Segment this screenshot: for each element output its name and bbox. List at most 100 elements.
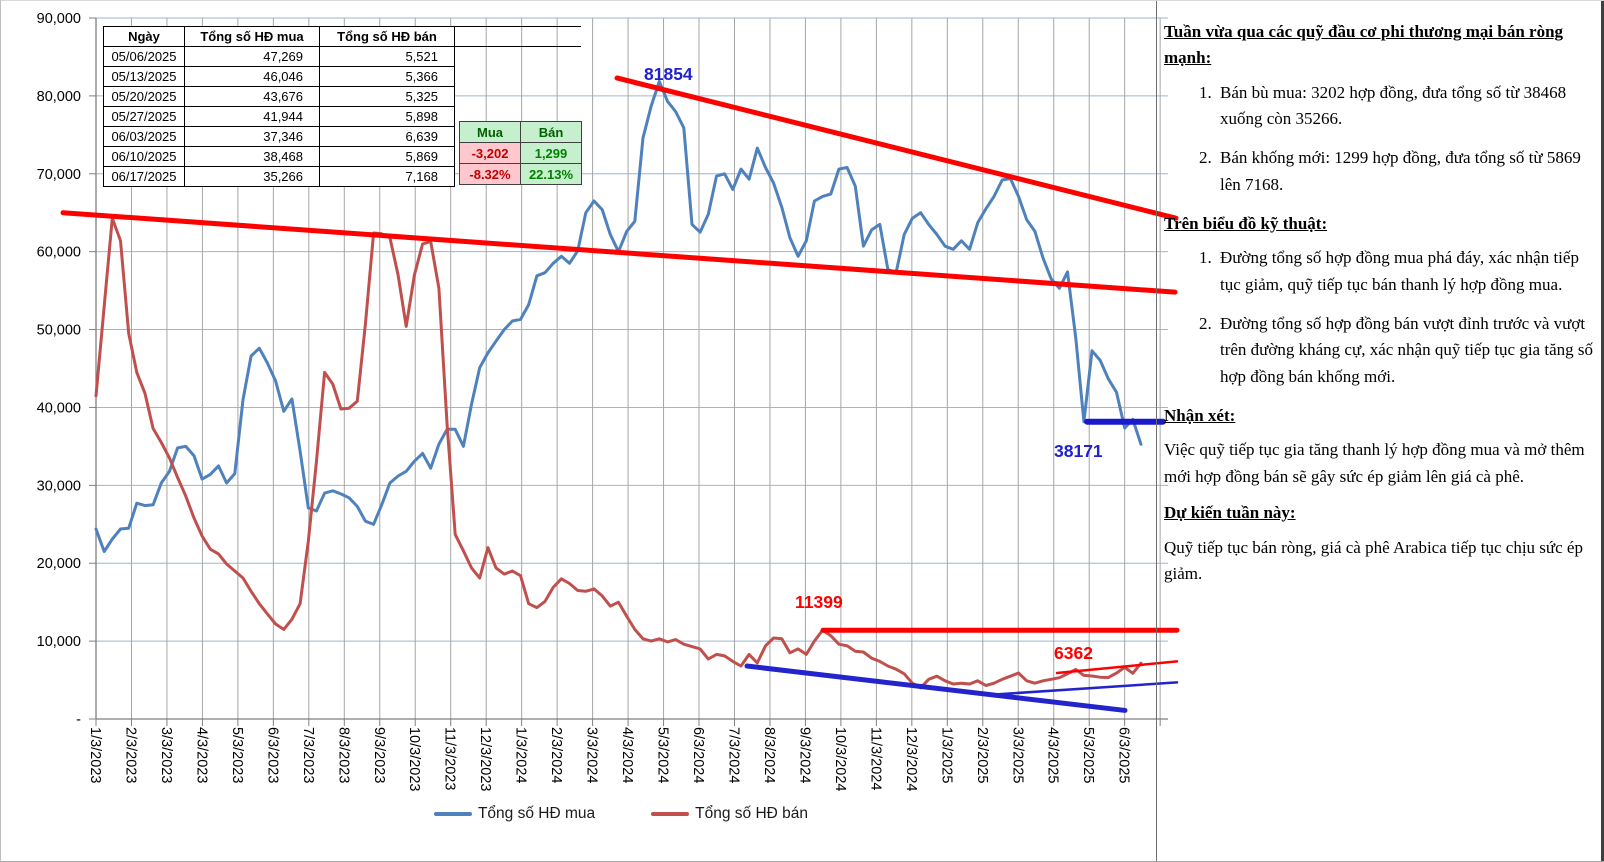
panel-paragraph-3: Quỹ tiếp tục bán ròng, giá cà phê Arabic… xyxy=(1164,537,1583,583)
y-tick-label: 80,000 xyxy=(37,89,81,105)
x-tick-label: 1/3/2024 xyxy=(513,727,529,783)
panel-divider-line xyxy=(1156,1,1157,861)
x-tick-label: 5/3/2023 xyxy=(229,727,245,783)
y-tick-label: 90,000 xyxy=(37,11,81,27)
cell-value: 6,639 xyxy=(319,126,455,147)
panel-list-item: Đường tổng số hợp đồng mua phá đáy, xác … xyxy=(1216,245,1596,298)
col-header-0: Ngày xyxy=(103,26,185,47)
y-tick-label: 40,000 xyxy=(37,400,81,416)
cell-value: 35,266 xyxy=(184,166,320,187)
cell-value: 37,346 xyxy=(184,126,320,147)
x-tick-label: 1/3/2025 xyxy=(938,727,954,783)
cell-value: 41,944 xyxy=(184,106,320,127)
cell-value: 7,168 xyxy=(319,166,455,187)
summary-header: Bán xyxy=(520,121,582,143)
x-tick-label: 4/3/2024 xyxy=(619,727,635,783)
legend-line-swatch xyxy=(651,812,690,816)
cell-value: 43,676 xyxy=(184,86,320,107)
x-tick-label: 3/3/2025 xyxy=(1009,727,1025,783)
panel-list-0: Bán bù mua: 3202 hợp đồng, đưa tổng số t… xyxy=(1164,80,1596,198)
legend-label: Tổng số HĐ mua xyxy=(477,805,596,822)
panel-list-item: Bán bù mua: 3202 hợp đồng, đưa tổng số t… xyxy=(1216,80,1596,133)
x-tick-label: 6/3/2023 xyxy=(264,727,280,783)
summary-header: Mua xyxy=(459,121,521,143)
downtrend-line-ban xyxy=(744,663,1128,713)
weekly-data-table: Ngày Tổng số HĐ mua Tổng số HĐ bán 05/06/20… xyxy=(103,26,455,187)
x-tick-label: 8/3/2024 xyxy=(761,727,777,783)
panel-list-item: Bán khống mới: 1299 hợp đồng, đưa tổng s… xyxy=(1216,145,1596,198)
summary-mua-value: -8.32% xyxy=(459,163,521,185)
legend-item: Tổng số HĐ mua xyxy=(433,805,596,823)
x-tick-label: 4/3/2025 xyxy=(1045,727,1061,783)
uptrend-line-ban xyxy=(987,681,1179,697)
cell-value: 38,468 xyxy=(184,146,320,167)
legend-item: Tổng số HĐ bán xyxy=(651,805,808,823)
table-row: 05/27/2025 41,944 5,898 xyxy=(103,106,455,127)
cell-value: 5,869 xyxy=(319,146,455,167)
y-tick-label: 50,000 xyxy=(37,323,81,339)
cell-date: 05/20/2025 xyxy=(103,86,185,107)
label-38171: 38171 xyxy=(1054,441,1103,461)
x-tick-label: 10/3/2024 xyxy=(832,727,848,792)
cell-date: 06/10/2025 xyxy=(103,146,185,167)
x-tick-label: 3/3/2023 xyxy=(158,727,174,783)
series-line-ban xyxy=(94,216,1143,690)
x-tick-label: 2/3/2023 xyxy=(122,727,138,783)
x-tick-label: 6/3/2025 xyxy=(1116,727,1132,783)
table-header-extension xyxy=(447,26,581,47)
y-tick-label: 20,000 xyxy=(37,556,81,572)
x-tick-label: 9/3/2023 xyxy=(371,727,387,783)
x-tick-label: 7/3/2023 xyxy=(300,727,316,783)
cell-value: 46,046 xyxy=(184,66,320,87)
cell-value: 5,325 xyxy=(319,86,455,107)
y-tick-label: 60,000 xyxy=(37,245,81,261)
table-row: 06/03/2025 37,346 6,639 xyxy=(103,126,455,147)
cell-date: 05/06/2025 xyxy=(103,46,185,67)
summary-mua-value: -3,202 xyxy=(459,142,521,164)
y-tick-label: 30,000 xyxy=(37,478,81,494)
table-row: 05/13/2025 46,046 5,366 xyxy=(103,66,455,87)
summary-ban-value: 22.13% xyxy=(520,163,582,185)
legend-line-swatch xyxy=(433,812,472,816)
uptrend-line-6362 xyxy=(1055,660,1179,675)
panel-heading-0: Tuần vừa qua các quỹ đầu cơ phi thương m… xyxy=(1164,22,1564,68)
x-tick-label: 4/3/2023 xyxy=(193,727,209,783)
y-tick-label: 10,000 xyxy=(37,634,81,650)
x-tick-label: 2/3/2024 xyxy=(548,727,564,783)
label-6362: 6362 xyxy=(1054,643,1093,663)
y-tick-label: 70,000 xyxy=(37,167,81,183)
x-tick-label: 8/3/2023 xyxy=(335,727,351,783)
panel-paragraph-2: Việc quỹ tiếp tục gia tăng thanh lý hợp … xyxy=(1164,440,1585,486)
cell-date: 06/03/2025 xyxy=(103,126,185,147)
chart-legend: Tổng số HĐ mua Tổng số HĐ bán xyxy=(341,805,901,823)
cell-value: 47,269 xyxy=(184,46,320,67)
table-row: 06/10/2025 38,468 5,869 xyxy=(103,146,455,167)
cell-date: 06/17/2025 xyxy=(103,166,185,187)
y-tick-label: - xyxy=(76,712,81,728)
panel-list-1: Đường tổng số hợp đồng mua phá đáy, xác … xyxy=(1164,245,1596,390)
x-tick-label: 6/3/2024 xyxy=(690,727,706,783)
table-row: 06/17/2025 35,266 7,168 xyxy=(103,166,455,187)
cell-date: 05/13/2025 xyxy=(103,66,185,87)
panel-list-item: Đường tổng số hợp đồng bán vượt đỉnh trư… xyxy=(1216,311,1596,390)
x-tick-label: 7/3/2024 xyxy=(725,727,741,783)
x-tick-label: 3/3/2024 xyxy=(584,727,600,783)
panel-heading-3: Dự kiến tuần này: xyxy=(1164,503,1296,523)
x-tick-label: 5/3/2024 xyxy=(655,727,671,783)
x-tick-label: 11/3/2023 xyxy=(442,727,458,790)
net-change-summary-table: Mua Bán -3,202 1,299 -8.32% 22.13% xyxy=(459,121,582,185)
panel-heading-2: Nhận xét: xyxy=(1164,406,1236,426)
x-tick-label: 5/3/2025 xyxy=(1080,727,1096,783)
table-row: 05/20/2025 43,676 5,325 xyxy=(103,86,455,107)
summary-ban-value: 1,299 xyxy=(520,142,582,164)
analysis-notes-panel: Tuần vừa qua các quỹ đầu cơ phi thương m… xyxy=(1164,9,1596,595)
cell-value: 5,366 xyxy=(319,66,455,87)
x-tick-label: 10/3/2023 xyxy=(406,727,422,792)
cell-date: 05/27/2025 xyxy=(103,106,185,127)
label-81854: 81854 xyxy=(644,64,693,84)
label-11399: 11399 xyxy=(795,592,843,612)
cell-value: 5,898 xyxy=(319,106,455,127)
downtrend-line-mua-upper xyxy=(614,75,1179,221)
table-row: 05/06/2025 47,269 5,521 xyxy=(103,46,455,67)
